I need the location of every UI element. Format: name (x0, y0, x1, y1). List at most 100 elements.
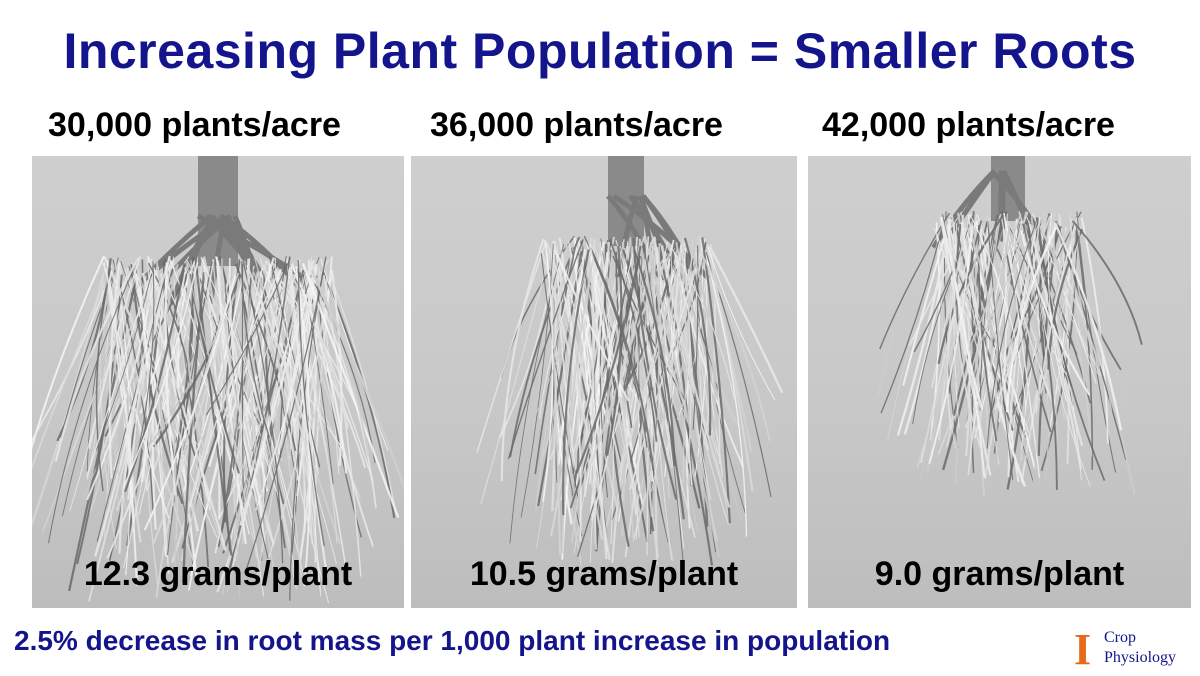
fine-root (967, 228, 992, 476)
fine-root (682, 238, 694, 484)
fine-root (245, 256, 327, 572)
fine-root (48, 259, 139, 544)
fine-root (1033, 216, 1102, 367)
fine-root (691, 249, 717, 441)
fine-root (896, 222, 952, 436)
fine-root (32, 274, 112, 441)
fine-root (1073, 218, 1103, 384)
fine-root (618, 244, 686, 473)
fine-root (1080, 223, 1132, 414)
fine-root (1035, 217, 1078, 414)
fine-root (953, 222, 960, 429)
fine-root (1075, 223, 1094, 470)
fine-root (116, 273, 132, 576)
fine-root (320, 259, 389, 451)
fine-root (699, 250, 771, 442)
root-photo-2: 10.5 grams/plant (411, 156, 797, 608)
fine-root (606, 250, 673, 428)
fine-root (571, 246, 630, 544)
fine-root (288, 272, 338, 544)
fine-root (1024, 223, 1040, 493)
fine-root (643, 246, 684, 562)
fine-root (916, 215, 988, 468)
fine-root (1076, 224, 1114, 422)
fine-root (231, 273, 307, 572)
fine-root (545, 242, 574, 395)
fine-root (960, 222, 1027, 487)
fine-root (96, 259, 171, 542)
root-strands (32, 156, 404, 604)
fine-root (985, 213, 1002, 465)
fine-root (879, 212, 950, 350)
fine-root (942, 214, 996, 348)
fine-root (307, 260, 375, 547)
fine-root (549, 238, 562, 556)
fine-root (1038, 213, 1051, 361)
fine-root (937, 214, 1005, 364)
fine-root (150, 273, 245, 444)
fine-root (86, 270, 153, 478)
fine-root (124, 263, 186, 493)
fine-root (555, 255, 577, 470)
fine-root (295, 266, 312, 587)
fine-root (194, 258, 233, 556)
fine-root (330, 270, 343, 467)
fine-root (964, 222, 993, 372)
fine-root (262, 264, 361, 499)
fine-root (302, 274, 334, 485)
fine-root (312, 274, 404, 491)
fine-root (701, 237, 731, 524)
fine-root (185, 261, 260, 513)
fine-root (237, 262, 294, 430)
logo-line-2: Physiology (1104, 649, 1177, 666)
fine-root (703, 249, 748, 537)
fine-root (105, 268, 135, 525)
fine-root (131, 262, 218, 538)
fine-root (41, 267, 140, 533)
fine-root (708, 246, 784, 394)
fine-root (651, 248, 673, 492)
fine-root (540, 250, 611, 560)
fine-root (1035, 217, 1106, 481)
fine-root (649, 246, 666, 452)
fine-root (661, 245, 731, 508)
fine-root (500, 238, 545, 482)
fine-root (182, 271, 206, 583)
fine-root (227, 256, 291, 574)
fine-root (1047, 229, 1084, 370)
fine-root (205, 257, 291, 416)
fine-root (188, 269, 281, 508)
fine-root (297, 260, 325, 547)
fine-root (69, 267, 129, 512)
fine-root (979, 220, 998, 411)
fine-root (290, 263, 348, 474)
crop-physiology-logo: I Crop Physiology (1074, 628, 1194, 672)
fine-root (606, 245, 623, 456)
fine-root (142, 275, 225, 551)
fine-root (152, 273, 240, 448)
fine-root (1005, 226, 1058, 413)
root-image-1 (32, 156, 404, 604)
fine-root (520, 243, 554, 518)
fine-root (201, 256, 258, 559)
fine-root (1017, 220, 1049, 476)
fine-root (234, 263, 297, 451)
fine-root (182, 272, 245, 492)
fine-root (575, 245, 642, 474)
fine-root (986, 223, 1037, 449)
fine-root (556, 253, 630, 402)
fine-root (537, 250, 583, 507)
population-label-3: 42,000 plants/acre (822, 106, 1115, 144)
slide-title: Increasing Plant Population = Smaller Ro… (63, 23, 1137, 79)
fine-root (118, 255, 171, 554)
fine-root (540, 253, 579, 499)
fine-root (973, 217, 1044, 363)
fine-root (606, 242, 635, 543)
fine-root (253, 272, 278, 436)
population-label-2: 36,000 plants/acre (430, 106, 723, 144)
fine-root (531, 241, 595, 424)
fine-root (627, 242, 699, 534)
fine-root (32, 255, 105, 450)
fine-root (208, 257, 275, 467)
fine-root (633, 249, 676, 467)
